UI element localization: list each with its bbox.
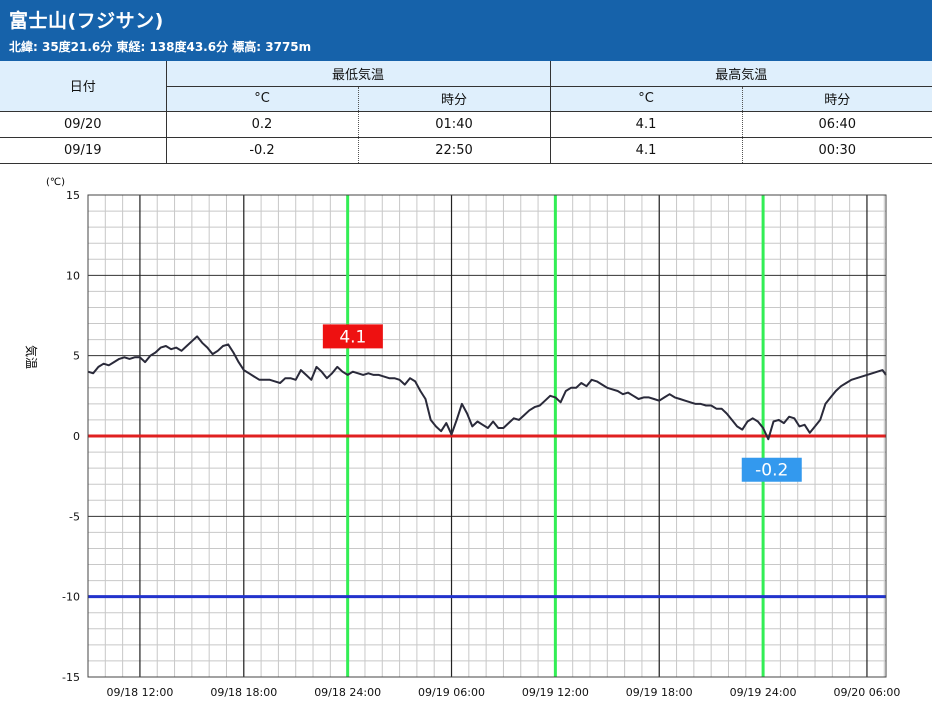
y-tick-label: 15 (66, 189, 80, 202)
station-coordinates: 北緯: 35度21.6分 東経: 138度43.6分 標高: 3775m (9, 40, 312, 54)
min-unit-header: °C (165, 86, 358, 112)
temperature-table: 日付 最低気温 最高気温 °C 時分 °C 時分 09/20 0.2 01:40… (0, 61, 932, 164)
y-tick-label: -10 (62, 591, 80, 604)
x-tick-label: 09/20 06:00 (834, 686, 901, 699)
x-tick-label: 09/18 12:00 (106, 686, 173, 699)
max-unit-header: °C (549, 86, 743, 112)
x-tick-label: 09/19 12:00 (522, 686, 589, 699)
y-tick-label: -5 (69, 510, 80, 523)
max-temp-header: 最高気温 (549, 61, 932, 87)
annotation-label: 4.1 (339, 327, 366, 347)
min-temp-header: 最低気温 (165, 61, 551, 87)
x-tick-label: 09/18 24:00 (314, 686, 381, 699)
x-tick-label: 09/18 18:00 (210, 686, 277, 699)
min-time-cell: 22:50 (357, 136, 551, 164)
y-tick-label: 0 (73, 430, 80, 443)
max-value-cell: 4.1 (549, 111, 743, 137)
date-cell: 09/19 (0, 136, 166, 164)
station-header: 富士山(フジサン) 北緯: 35度21.6分 東経: 138度43.6分 標高:… (0, 0, 932, 61)
max-value-cell: 4.1 (549, 136, 743, 164)
y-unit-label: (℃) (46, 177, 65, 188)
series-lines (87, 335, 887, 441)
plot-frame (87, 194, 887, 678)
x-tick-labels: 09/18 12:00 09/18 18:00 09/18 24:00 09/19 0… (106, 686, 900, 699)
temperature-line (87, 335, 887, 441)
annotation-label: -0.2 (755, 461, 788, 481)
y-tick-labels: 15 10 5 0 -5 -10 -15 (62, 189, 80, 684)
min-time-cell: 01:40 (357, 111, 551, 137)
annotations: 4.1 -0.2 (322, 324, 802, 482)
min-value-cell: 0.2 (165, 111, 358, 137)
table-row: 09/20 0.2 01:40 4.1 06:40 (0, 111, 932, 137)
annotation-badge (741, 457, 802, 482)
min-value-cell: -0.2 (165, 136, 358, 164)
max-time-header: 時分 (741, 86, 932, 112)
y-tick-label: 10 (66, 269, 80, 282)
date-cell: 09/20 (64, 116, 102, 132)
y-tick-label: 5 (73, 350, 80, 363)
min-time-header: 時分 (357, 86, 551, 112)
max-time-cell: 00:30 (741, 136, 932, 164)
x-tick-label: 09/19 18:00 (626, 686, 693, 699)
station-title: 富士山(フジサン) (9, 10, 164, 32)
y-axis-label: 気温 (24, 345, 39, 369)
reference-lines (88, 434, 886, 599)
x-tick-label: 09/19 06:00 (418, 686, 485, 699)
date-column-header: 日付 (0, 61, 166, 112)
x-tick-label: 09/19 24:00 (730, 686, 797, 699)
max-time-cell: 06:40 (741, 111, 932, 137)
y-tick-label: -15 (62, 671, 80, 684)
annotation-badge (322, 324, 383, 349)
table-row: 09/19 -0.2 22:50 4.1 00:30 (0, 136, 932, 164)
